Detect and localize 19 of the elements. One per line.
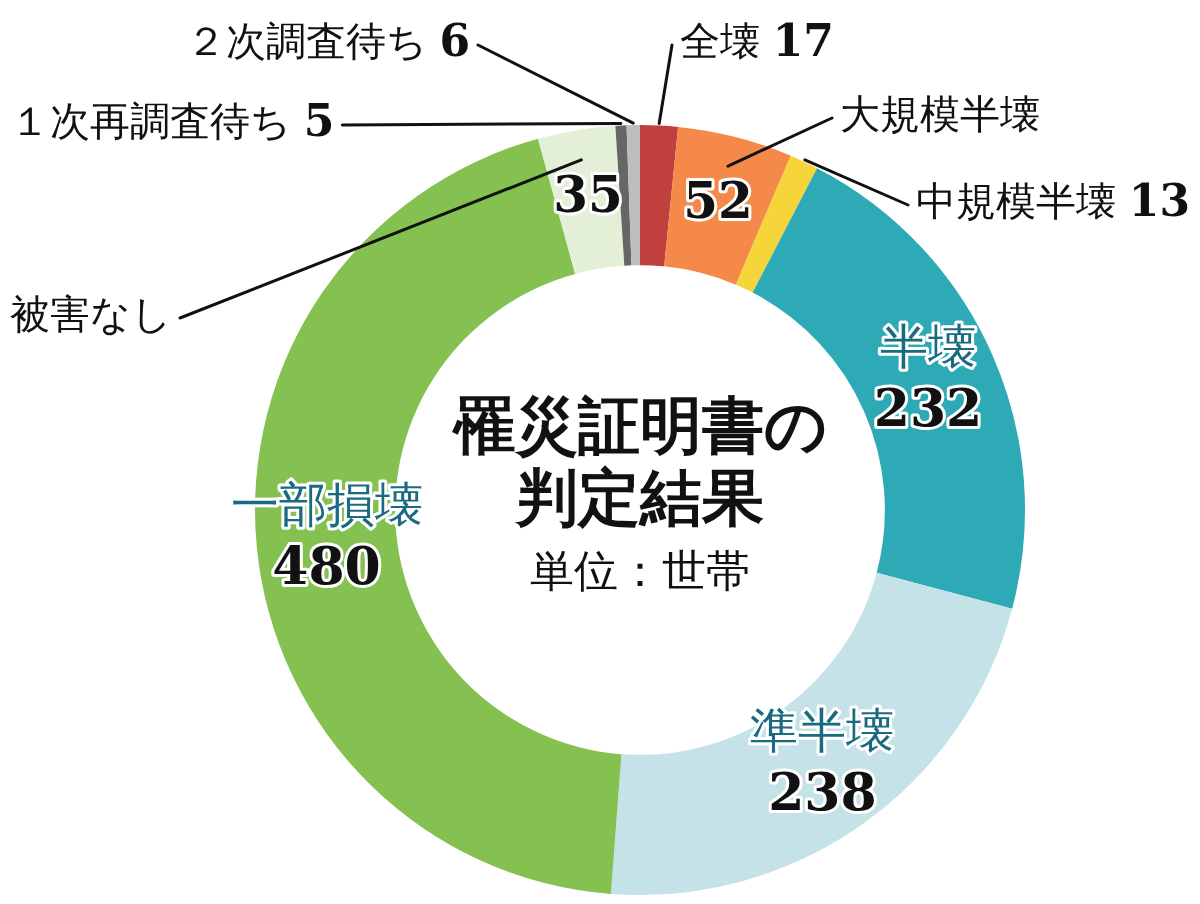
data-label: 17 — [772, 15, 834, 67]
slice-label: 準半壊 — [750, 702, 895, 759]
data-label: 480 — [272, 534, 381, 596]
data-label: 52 — [683, 170, 753, 230]
text: 単位：世帯 — [529, 544, 751, 598]
text: 罹災証明書の判定結果 — [451, 389, 828, 534]
data-label: 232 — [873, 377, 983, 439]
slice-label: 被害なし — [10, 291, 172, 338]
slice-label: １次再調査待ち — [10, 98, 304, 145]
data-label: 238 — [768, 761, 877, 823]
slice-label: ２次調査待ち — [185, 18, 440, 65]
slice-label: 中規模半壊 — [916, 178, 1129, 225]
data-label: 6 — [439, 15, 471, 67]
slice-label: 半壊 — [879, 317, 976, 374]
data-label: 5 — [303, 95, 335, 147]
slice-label: 大規模半壊 — [840, 91, 1040, 138]
data-label: 13 — [1128, 175, 1190, 227]
data-label: 35 — [553, 165, 623, 225]
slice-label: 全壊 — [680, 18, 773, 65]
